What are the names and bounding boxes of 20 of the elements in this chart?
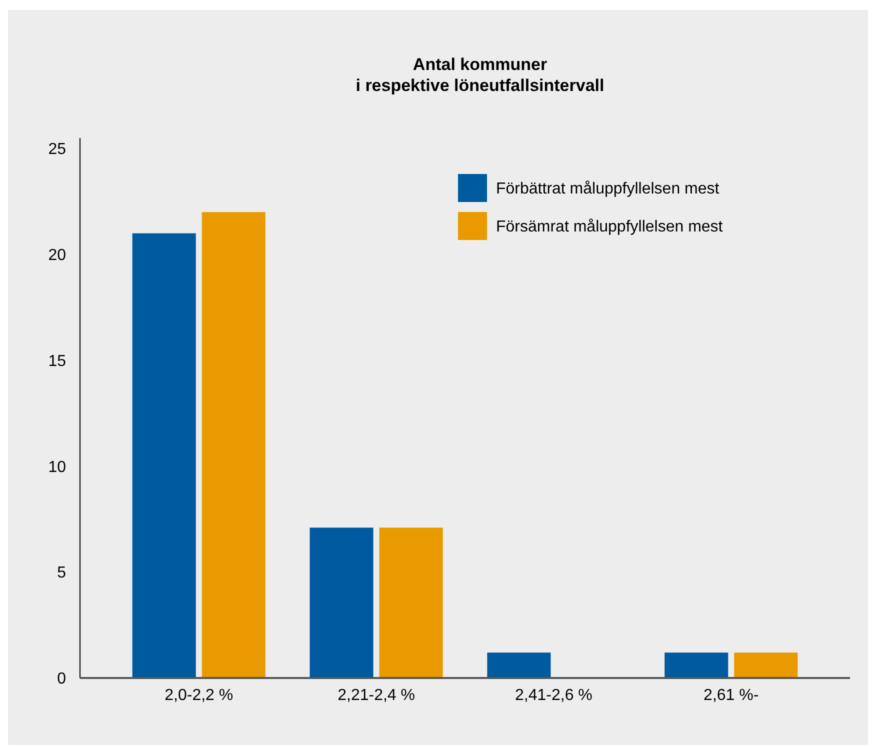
bar: [379, 528, 443, 678]
y-tick-label: 5: [57, 564, 66, 582]
bar: [487, 652, 551, 678]
y-tick-label: 25: [48, 141, 66, 158]
x-tick-label: 2,21-2,4 %: [338, 687, 415, 704]
x-tick-label: 2,61 %-: [704, 687, 759, 704]
chart-title: Antal kommuner i respektive löneutfallsintervall: [356, 55, 604, 95]
legend-label: Försämrat måluppfyllelsen mest: [496, 218, 724, 236]
y-tick-label: 15: [48, 352, 66, 370]
x-tick-label: 2,41-2,6 %: [515, 687, 592, 704]
x-tick-label: 2,0-2,2 %: [164, 687, 234, 704]
bar: [734, 652, 798, 678]
y-tick-label: 0: [57, 670, 66, 688]
bar: [664, 652, 728, 678]
bar: [202, 212, 266, 678]
y-tick-label: 10: [48, 458, 66, 476]
y-tick-label: 20: [48, 247, 66, 264]
bar: [310, 528, 374, 678]
legend-label: Förbättrat måluppfyllelsen mest: [496, 180, 720, 198]
bar: [132, 233, 196, 678]
